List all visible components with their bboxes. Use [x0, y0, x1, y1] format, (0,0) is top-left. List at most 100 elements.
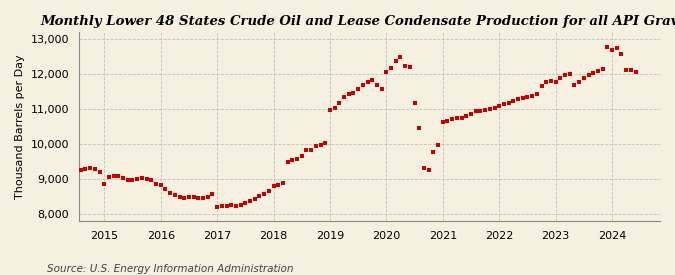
- Point: [376, 86, 387, 91]
- Point: [273, 182, 284, 187]
- Point: [184, 195, 194, 199]
- Point: [630, 70, 641, 75]
- Point: [395, 55, 406, 59]
- Point: [155, 183, 166, 188]
- Point: [268, 184, 279, 189]
- Point: [315, 142, 326, 147]
- Point: [526, 94, 537, 98]
- Point: [517, 96, 528, 100]
- Point: [385, 66, 396, 70]
- Point: [254, 194, 265, 198]
- Point: [235, 202, 246, 207]
- Point: [160, 187, 171, 191]
- Point: [296, 154, 307, 158]
- Point: [456, 116, 467, 120]
- Point: [292, 156, 302, 161]
- Point: [390, 59, 401, 63]
- Point: [132, 177, 142, 181]
- Point: [367, 78, 378, 82]
- Point: [90, 166, 101, 171]
- Point: [485, 107, 495, 112]
- Point: [226, 203, 237, 207]
- Point: [113, 174, 124, 178]
- Point: [560, 73, 570, 77]
- Point: [198, 196, 209, 200]
- Point: [404, 65, 415, 70]
- Point: [452, 116, 462, 120]
- Point: [339, 95, 350, 100]
- Point: [277, 180, 288, 185]
- Point: [564, 72, 575, 76]
- Point: [409, 100, 420, 105]
- Point: [499, 102, 510, 107]
- Point: [47, 180, 58, 185]
- Point: [480, 108, 491, 112]
- Point: [301, 148, 312, 153]
- Title: Monthly Lower 48 States Crude Oil and Lease Condensate Production for all API Gr: Monthly Lower 48 States Crude Oil and Le…: [40, 15, 675, 28]
- Point: [127, 178, 138, 183]
- Point: [461, 114, 472, 119]
- Point: [263, 189, 274, 193]
- Point: [188, 195, 199, 199]
- Point: [287, 158, 298, 162]
- Point: [358, 83, 369, 87]
- Point: [504, 100, 514, 105]
- Point: [362, 79, 373, 84]
- Point: [334, 100, 345, 105]
- Point: [583, 73, 594, 77]
- Point: [550, 79, 561, 84]
- Point: [221, 204, 232, 208]
- Point: [531, 92, 542, 96]
- Point: [508, 99, 518, 103]
- Point: [344, 92, 354, 96]
- Point: [310, 144, 321, 148]
- Point: [494, 104, 505, 108]
- Point: [602, 45, 613, 49]
- Point: [80, 167, 91, 171]
- Point: [66, 172, 77, 176]
- Point: [43, 183, 53, 188]
- Point: [117, 176, 128, 180]
- Point: [414, 126, 425, 130]
- Point: [165, 191, 176, 195]
- Point: [207, 191, 218, 196]
- Point: [61, 173, 72, 178]
- Point: [545, 79, 556, 84]
- Point: [475, 109, 486, 113]
- Point: [85, 166, 96, 170]
- Point: [512, 97, 523, 101]
- Point: [212, 205, 223, 209]
- Point: [418, 166, 429, 170]
- Point: [146, 177, 157, 182]
- Point: [447, 117, 458, 122]
- Y-axis label: Thousand Barrels per Day: Thousand Barrels per Day: [15, 54, 25, 199]
- Point: [541, 79, 551, 84]
- Point: [76, 168, 86, 172]
- Point: [612, 46, 622, 51]
- Point: [259, 192, 269, 197]
- Point: [122, 177, 133, 182]
- Point: [489, 105, 500, 110]
- Point: [217, 204, 227, 208]
- Point: [99, 181, 110, 186]
- Point: [353, 86, 364, 91]
- Point: [240, 201, 250, 205]
- Point: [607, 48, 618, 52]
- Point: [569, 83, 580, 87]
- Point: [95, 170, 105, 174]
- Point: [536, 83, 547, 88]
- Point: [371, 83, 382, 87]
- Point: [306, 147, 317, 152]
- Point: [348, 90, 359, 95]
- Point: [442, 119, 453, 123]
- Point: [57, 175, 68, 180]
- Point: [428, 150, 439, 155]
- Point: [136, 176, 147, 180]
- Point: [621, 68, 632, 73]
- Point: [616, 51, 627, 56]
- Point: [437, 120, 448, 125]
- Point: [151, 182, 161, 186]
- Point: [320, 141, 331, 145]
- Point: [597, 67, 608, 72]
- Point: [578, 76, 589, 80]
